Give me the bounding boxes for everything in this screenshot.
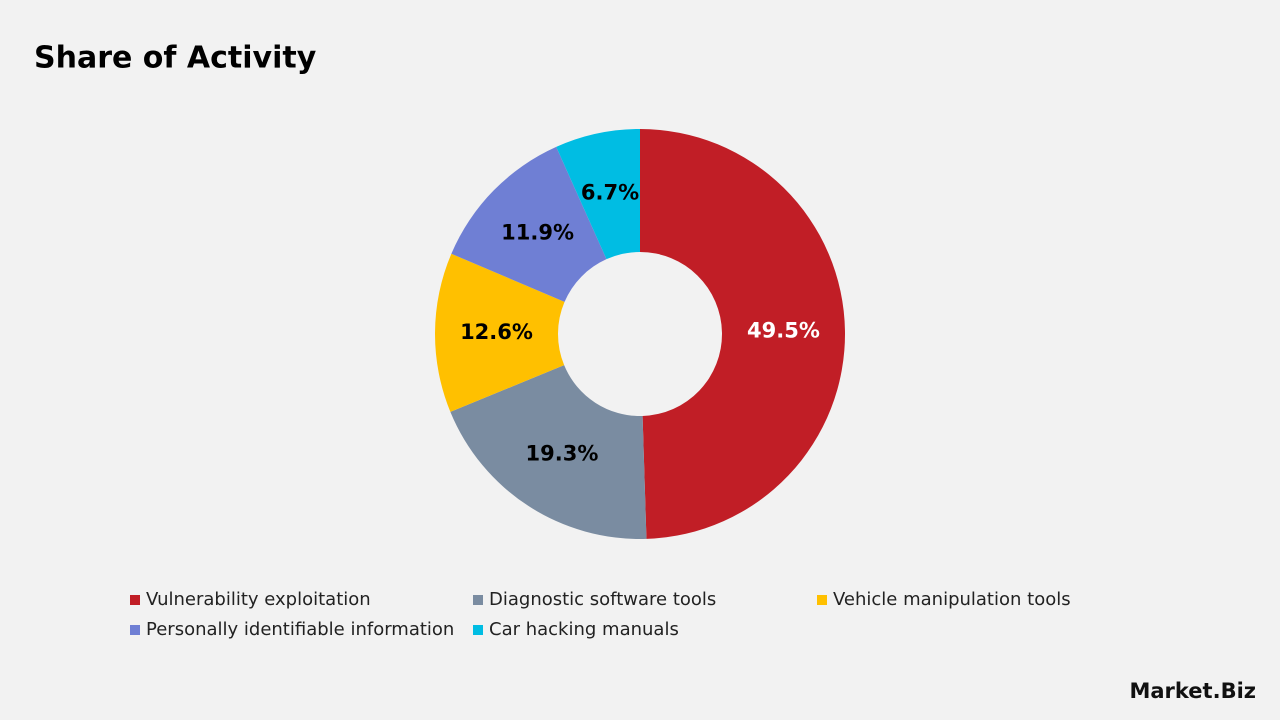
data-label: 19.3%	[526, 441, 599, 465]
slice	[556, 129, 640, 260]
legend-label: Diagnostic software tools	[489, 589, 716, 610]
logo: Market.Biz	[1129, 679, 1256, 703]
data-label: 12.6%	[460, 320, 533, 344]
legend-label: Car hacking manuals	[489, 619, 679, 640]
legend-swatch	[130, 625, 140, 635]
data-label: 6.7%	[581, 181, 639, 205]
slice	[451, 146, 607, 302]
legend-swatch	[473, 625, 483, 635]
slice	[640, 129, 846, 539]
legend-label: Personally identifiable information	[146, 619, 454, 640]
slice	[450, 365, 647, 540]
legend-swatch	[473, 595, 483, 605]
data-label: 49.5%	[747, 319, 820, 343]
legend-swatch	[817, 595, 827, 605]
slice	[435, 253, 565, 412]
legend-swatch	[130, 595, 140, 605]
legend-label: Vulnerability exploitation	[146, 589, 371, 610]
legend-label: Vehicle manipulation tools	[833, 589, 1071, 610]
data-label: 11.9%	[501, 220, 574, 244]
chart-title: Share of Activity	[34, 41, 317, 76]
